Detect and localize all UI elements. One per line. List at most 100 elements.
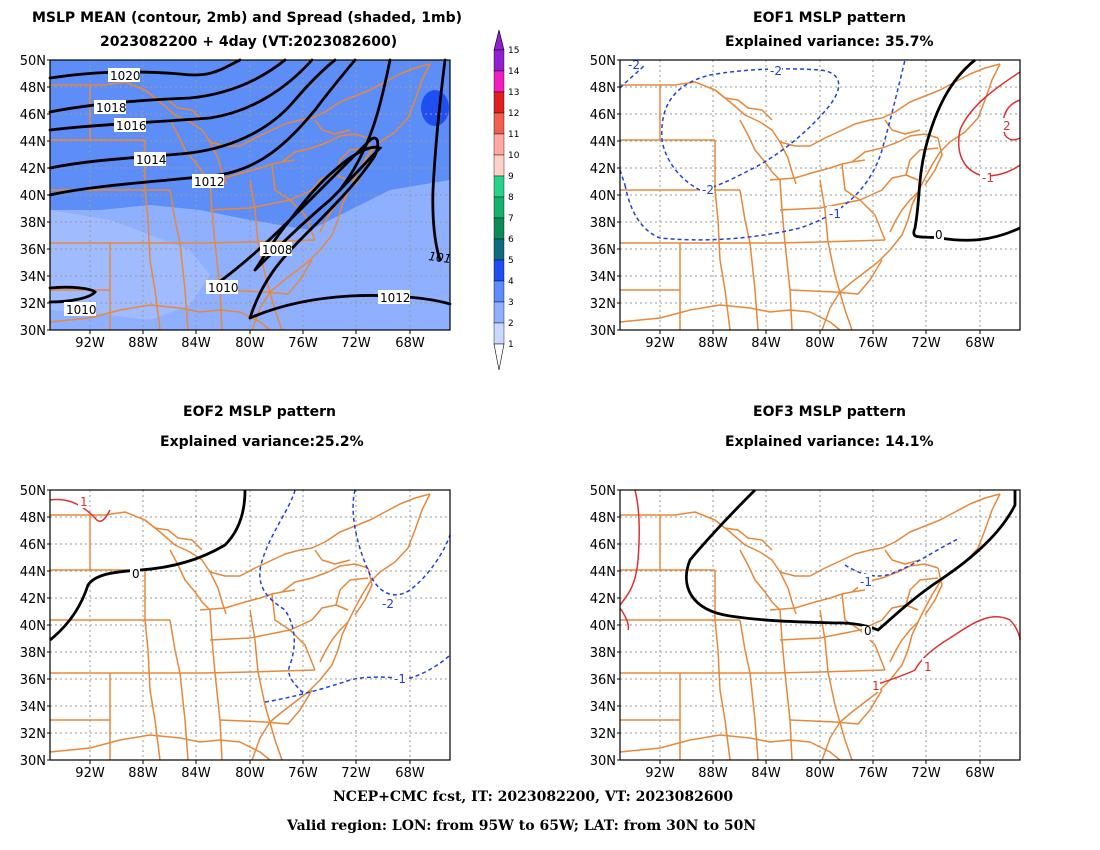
eof1-label-neg2-nw: -2 <box>628 58 640 72</box>
mslp-contour-east <box>431 58 447 262</box>
mslp-contour-east2 <box>338 58 392 192</box>
lon-label: 68W <box>395 766 425 781</box>
lat-label: 36N <box>20 243 46 258</box>
contour-label-1010-sw: 1010 <box>66 303 97 317</box>
lat-label: 32N <box>20 297 46 312</box>
eof2-label-neg1: -1 <box>394 672 406 686</box>
lat-label: 48N <box>590 81 616 96</box>
lon-label: 88W <box>698 336 728 351</box>
panel2-title: EOF1 MSLP pattern <box>753 10 906 26</box>
contour-label-1018: 1018 <box>96 101 127 115</box>
lat-label: 46N <box>590 538 616 553</box>
lon-label: 76W <box>288 336 318 351</box>
panel1-subtitle: 2023082200 + 4day (VT:2023082600) <box>100 34 398 50</box>
panel4-subtitle: Explained variance: 14.1% <box>725 434 934 450</box>
lat-label: 30N <box>590 754 616 769</box>
lat-label: 32N <box>20 727 46 742</box>
contour-label-101: 101 <box>428 249 453 266</box>
eof2-contour-neg2 <box>259 489 306 696</box>
lon-label: 92W <box>645 336 675 351</box>
lat-label: 40N <box>590 619 616 634</box>
lat-label: 34N <box>20 700 46 715</box>
colorbar-label-12: 12 <box>508 109 519 119</box>
lat-label: 34N <box>20 270 46 285</box>
lon-label: 68W <box>965 766 995 781</box>
lat-label: 36N <box>590 243 616 258</box>
lat-label: 36N <box>20 673 46 688</box>
eof3-label-zero: 0 <box>864 624 872 638</box>
lat-label: 38N <box>20 646 46 661</box>
panel2-map: -2 -2 -1 0 -1 2 -2 <box>619 58 1021 331</box>
mslp-contour-1020 <box>48 58 242 80</box>
eof1-contour-pos1 <box>958 71 1021 177</box>
eof3-label-pos1: 1 <box>924 660 932 674</box>
contour-label-1014: 1014 <box>136 153 167 167</box>
eof2-label-zero: 0 <box>132 567 140 581</box>
lon-label: 72W <box>341 336 371 351</box>
panel2-subtitle: Explained variance: 35.7% <box>725 34 934 50</box>
colorbar-label-4: 4 <box>508 277 514 287</box>
eof1-label-pos2: 2 <box>1003 119 1011 133</box>
eof3-contour-pos1-west <box>619 489 640 606</box>
lon-label: 88W <box>128 766 158 781</box>
lat-label: 48N <box>20 81 46 96</box>
colorbar-label-3: 3 <box>508 298 514 308</box>
lat-label: 40N <box>20 619 46 634</box>
mslp-contour-1010 <box>213 136 380 320</box>
eof1-contour-neg2-west <box>619 64 646 89</box>
colorbar-label-6: 6 <box>508 235 514 245</box>
lat-label: 50N <box>590 484 616 499</box>
contour-label-1020: 1020 <box>110 69 141 83</box>
panel3-title: EOF2 MSLP pattern <box>183 404 336 420</box>
lat-label: 50N <box>20 484 46 499</box>
eof1-label-zero: 0 <box>935 228 943 242</box>
lat-label: 42N <box>590 592 616 607</box>
panel4-map: 0 -1 1 1 <box>619 489 1021 761</box>
colorbar-label-5: 5 <box>508 256 514 266</box>
lon-label: 68W <box>395 336 425 351</box>
lat-label: 50N <box>590 54 616 69</box>
colorbar-label-9: 9 <box>508 172 514 182</box>
colorbar-label-15: 15 <box>508 46 519 56</box>
lon-label: 84W <box>751 336 781 351</box>
spread-max-shading <box>421 90 449 126</box>
lat-label: 30N <box>590 324 616 339</box>
colorbar-label-13: 13 <box>508 88 519 98</box>
lat-label: 44N <box>590 135 616 150</box>
lon-label: 80W <box>805 336 835 351</box>
eof2-label-neg2: -2 <box>382 597 394 611</box>
lat-label: 40N <box>20 189 46 204</box>
mslp-contour-1016 <box>48 58 314 132</box>
eof1-contour-pos2 <box>1002 99 1021 141</box>
lat-label: 42N <box>20 592 46 607</box>
lon-label: 68W <box>965 336 995 351</box>
lon-label: 92W <box>75 336 105 351</box>
lat-label: 48N <box>20 511 46 526</box>
eof1-label-neg2: -2 <box>770 64 782 78</box>
lat-label: 38N <box>590 646 616 661</box>
lon-label: 84W <box>751 766 781 781</box>
mslp-contour-1010-sw <box>48 285 97 304</box>
eof2-contour-neg1 <box>264 654 451 703</box>
lat-label: 30N <box>20 324 46 339</box>
mslp-contour-1012-south <box>248 294 452 320</box>
lat-label: 32N <box>590 727 616 742</box>
lon-label: 92W <box>75 766 105 781</box>
contour-label-1012-south: 1012 <box>380 291 411 305</box>
footer-line2: Valid region: LON: from 95W to 65W; LAT:… <box>287 818 757 834</box>
lat-label: 44N <box>20 135 46 150</box>
axis-labels: 50N 48N 46N 44N 42N 40N 38N 36N 34N 32N 30N 92W 88W 8… <box>20 54 995 781</box>
colorbar-label-7: 7 <box>508 214 514 224</box>
lon-label: 84W <box>181 766 211 781</box>
eof3-contour-pos1-west2 <box>619 607 630 631</box>
panel4-title: EOF3 MSLP pattern <box>753 404 906 420</box>
lat-label: 34N <box>590 270 616 285</box>
spread-colorbar: 15 14 13 12 11 10 9 8 7 6 5 4 3 2 1 <box>493 29 520 371</box>
lon-label: 92W <box>645 766 675 781</box>
mslp-contour-1012-north <box>48 58 357 197</box>
lon-label: 84W <box>181 336 211 351</box>
lon-label: 80W <box>805 766 835 781</box>
eof2-contour-zero <box>49 489 247 642</box>
mslp-contour-1018 <box>48 58 287 114</box>
